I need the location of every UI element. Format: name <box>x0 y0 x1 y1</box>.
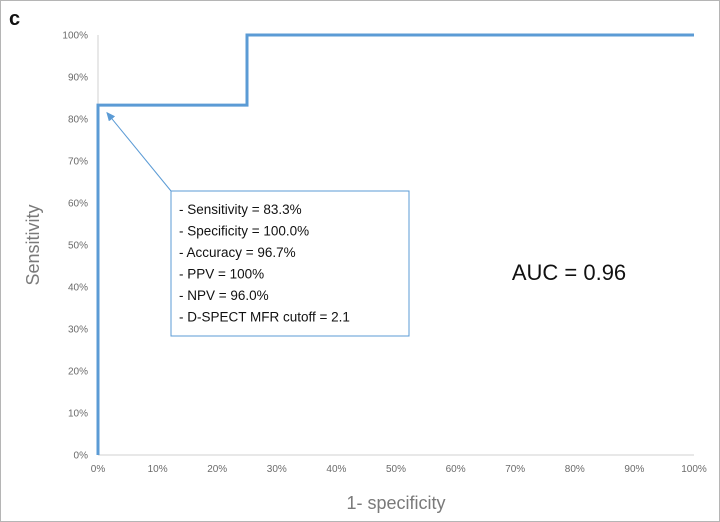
panel-label: c <box>9 8 20 30</box>
x-tick-labels: 0% 10% 20% 30% 40% 50% 60% 70% 80% 90% 100% <box>91 464 707 475</box>
x-tick-label: 0% <box>91 464 106 475</box>
y-tick-label: 70% <box>68 157 88 168</box>
y-tick-label: 60% <box>68 199 88 210</box>
auc-annotation: AUC = 0.96 <box>512 260 626 285</box>
stats-callout: - Sensitivity = 83.3% - Specificity = 100… <box>106 111 410 337</box>
stats-line: - Sensitivity = 83.3% <box>179 202 302 217</box>
stats-box <box>170 190 410 337</box>
callout-arrow <box>106 111 172 192</box>
y-tick-label: 20% <box>68 367 88 378</box>
series-layer <box>96 33 694 455</box>
y-tick-label: 40% <box>68 283 88 294</box>
y-tick-label: 90% <box>68 73 88 84</box>
x-tick-label: 70% <box>505 464 525 475</box>
x-tick-label: 30% <box>267 464 287 475</box>
y-tick-label: 80% <box>68 115 88 126</box>
x-tick-label: 90% <box>624 464 644 475</box>
x-tick-label: 80% <box>565 464 585 475</box>
x-tick-label: 100% <box>681 464 707 475</box>
y-tick-labels: 0% 10% 20% 30% 40% 50% 60% 70% 80% 90% 100% <box>62 31 88 462</box>
x-tick-label: 20% <box>207 464 227 475</box>
stats-line: - D-SPECT MFR cutoff = 2.1 <box>179 310 350 325</box>
stats-line: - NPV = 96.0% <box>179 288 269 303</box>
y-tick-label: 0% <box>74 451 89 462</box>
x-tick-label: 60% <box>446 464 466 475</box>
y-tick-label: 10% <box>68 409 88 420</box>
y-tick-label: 30% <box>68 325 88 336</box>
stats-line: - Specificity = 100.0% <box>179 224 309 239</box>
x-tick-label: 50% <box>386 464 406 475</box>
y-tick-label: 100% <box>62 31 88 42</box>
x-tick-label: 10% <box>148 464 168 475</box>
stats-lines: - Sensitivity = 83.3% - Specificity = 100… <box>179 202 350 325</box>
y-axis-title: Sensitivity <box>23 204 43 285</box>
roc-curve <box>96 33 694 455</box>
stats-line: - Accuracy = 96.7% <box>179 245 296 260</box>
x-axis-title: 1- specificity <box>346 493 445 513</box>
y-tick-label: 50% <box>68 241 88 252</box>
stats-line: - PPV = 100% <box>179 267 264 282</box>
x-tick-label: 40% <box>326 464 346 475</box>
